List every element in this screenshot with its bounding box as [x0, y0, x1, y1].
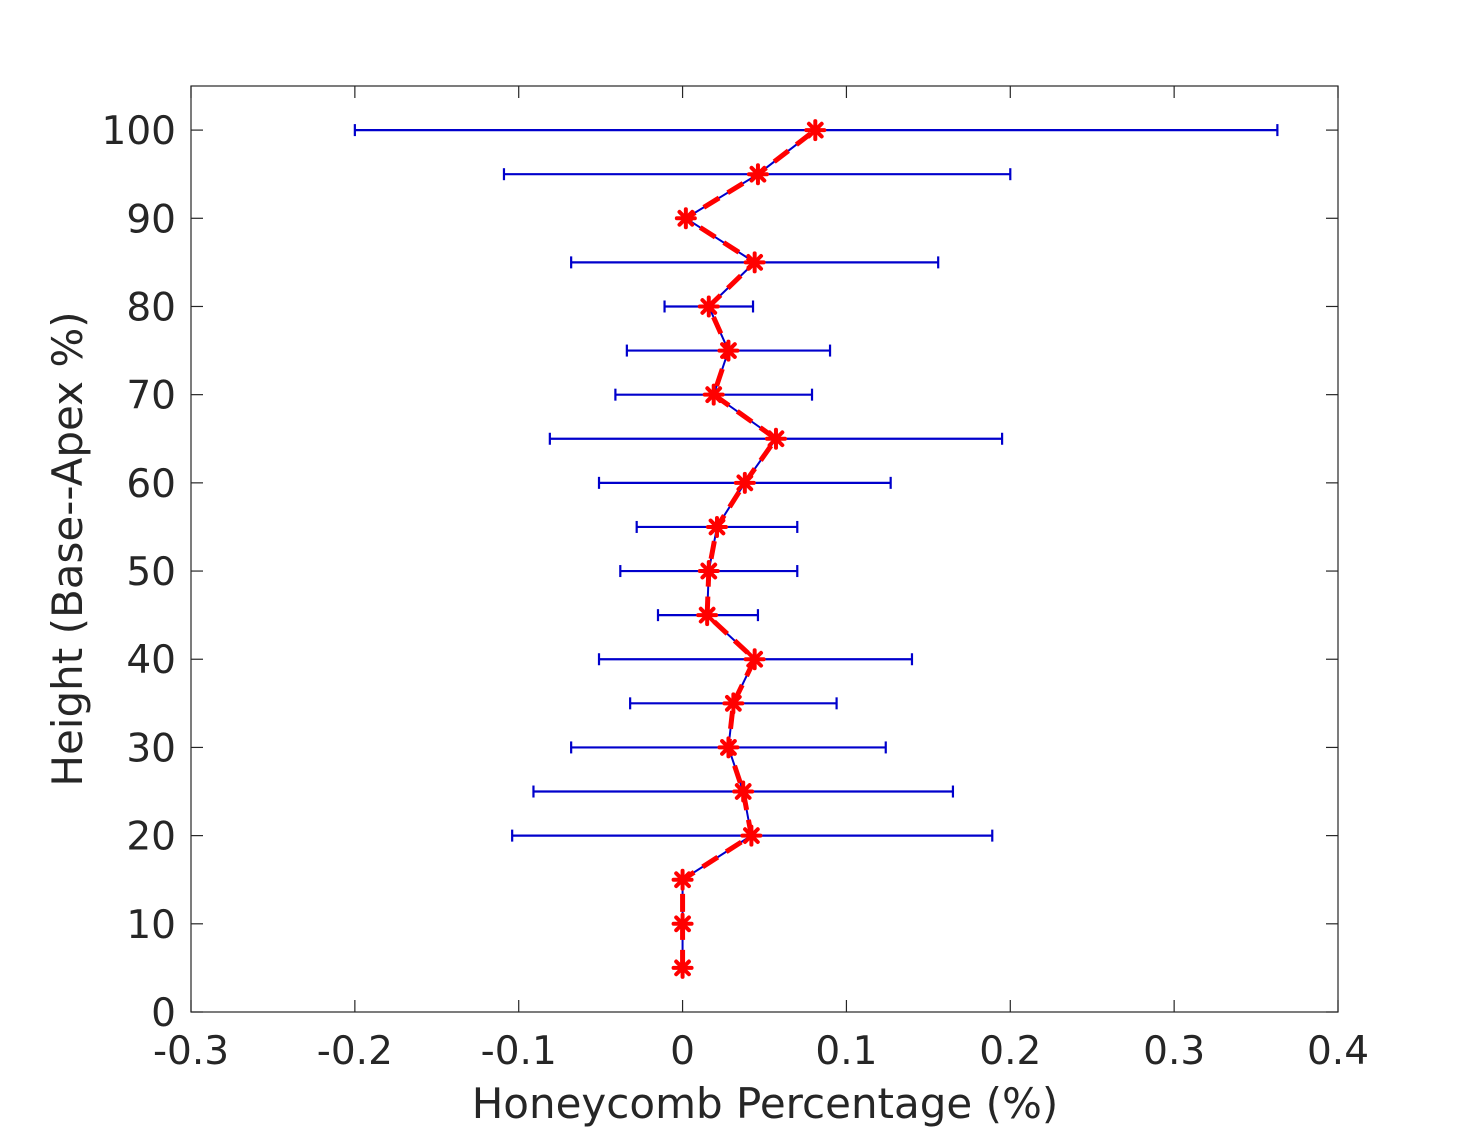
star-marker — [671, 868, 694, 891]
star-marker — [722, 692, 745, 715]
star-marker — [746, 163, 769, 186]
x-tick-label: 0.3 — [1143, 1029, 1205, 1074]
star-marker — [804, 119, 827, 142]
star-marker — [732, 780, 755, 803]
y-tick-label: 10 — [126, 903, 176, 948]
y-tick-label: 100 — [102, 109, 176, 154]
y-tick-label: 20 — [126, 815, 176, 860]
x-tick-label: 0 — [670, 1029, 695, 1074]
star-marker — [671, 912, 694, 935]
star-marker — [743, 251, 766, 274]
y-tick-label: 0 — [151, 991, 176, 1036]
x-tick-label: 0.4 — [1307, 1029, 1369, 1074]
star-marker — [705, 515, 728, 538]
y-tick-label: 40 — [126, 638, 176, 683]
star-marker — [743, 648, 766, 671]
star-marker — [733, 471, 756, 494]
plot-area — [190, 85, 1339, 1013]
star-marker — [764, 427, 787, 450]
star-marker — [697, 560, 720, 583]
star-marker — [696, 604, 719, 627]
star-marker — [717, 736, 740, 759]
star-markers — [671, 119, 827, 979]
x-tick-label: 0.1 — [815, 1029, 877, 1074]
tick-labels: -0.3 -0.2 -0.1 0 0.1 0.2 0.3 0.4 0 10 20 30 40 50 60 70… — [102, 109, 1369, 1074]
axis-ticks — [190, 86, 1339, 1013]
y-tick-label: 90 — [126, 197, 176, 242]
star-marker — [697, 295, 720, 318]
y-tick-label: 70 — [126, 374, 176, 419]
y-tick-label: 60 — [126, 462, 176, 507]
y-tick-label: 80 — [126, 285, 176, 330]
x-tick-label: 0.2 — [979, 1029, 1041, 1074]
x-axis-title: Honeycomb Percentage (%) — [472, 1079, 1059, 1128]
star-marker — [702, 383, 725, 406]
y-tick-label: 50 — [126, 550, 176, 595]
star-marker — [671, 956, 694, 979]
star-marker — [717, 339, 740, 362]
star-marker — [674, 207, 697, 230]
x-tick-label: -0.3 — [153, 1029, 229, 1074]
y-axis-title: Height (Base--Apex %) — [43, 311, 92, 786]
x-tick-label: -0.2 — [317, 1029, 393, 1074]
x-tick-label: -0.1 — [481, 1029, 557, 1074]
star-marker — [740, 824, 763, 847]
y-tick-label: 30 — [126, 726, 176, 771]
